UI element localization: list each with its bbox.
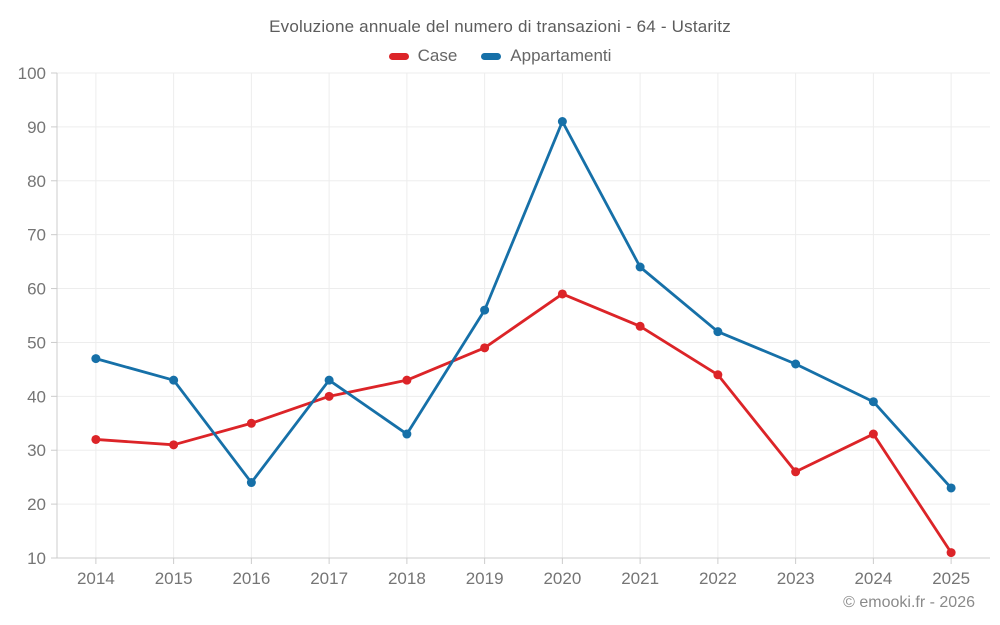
legend-item-appartamenti[interactable]: Appartamenti bbox=[481, 46, 611, 66]
chart-title: Evoluzione annuale del numero di transaz… bbox=[269, 17, 731, 36]
data-point-appartamenti bbox=[402, 429, 412, 439]
x-tick-label: 2015 bbox=[155, 569, 193, 588]
y-tick-label: 60 bbox=[27, 280, 46, 299]
data-point-case bbox=[791, 467, 801, 477]
x-tick-label: 2016 bbox=[232, 569, 270, 588]
data-point-appartamenti bbox=[946, 483, 956, 493]
x-tick-label: 2022 bbox=[699, 569, 737, 588]
x-tick-label: 2021 bbox=[621, 569, 659, 588]
x-tick-label: 2025 bbox=[932, 569, 970, 588]
data-point-case bbox=[946, 548, 956, 558]
y-tick-label: 30 bbox=[27, 441, 46, 460]
data-point-case bbox=[402, 375, 412, 385]
footer-credit: © emooki.fr - 2026 bbox=[843, 594, 975, 611]
y-tick-label: 70 bbox=[27, 226, 46, 245]
series-line-case bbox=[94, 292, 953, 555]
data-point-case bbox=[557, 289, 567, 299]
data-point-appartamenti bbox=[713, 327, 723, 337]
data-point-appartamenti bbox=[480, 305, 490, 315]
y-tick-label: 50 bbox=[27, 333, 46, 352]
y-tick-label: 40 bbox=[27, 387, 46, 406]
data-point-appartamenti bbox=[868, 397, 878, 407]
y-tick-label: 10 bbox=[27, 549, 46, 568]
data-point-case bbox=[246, 418, 256, 428]
y-tick-label: 80 bbox=[27, 172, 46, 191]
x-tick-label: 2019 bbox=[466, 569, 504, 588]
data-point-case bbox=[324, 391, 334, 401]
x-tick-label: 2017 bbox=[310, 569, 348, 588]
data-point-case bbox=[868, 429, 878, 439]
legend-label-appartamenti: Appartamenti bbox=[510, 46, 612, 65]
legend-item-case[interactable]: Case bbox=[388, 46, 458, 66]
data-point-case bbox=[713, 370, 723, 380]
data-point-appartamenti bbox=[246, 478, 256, 488]
chart-legend: Case Appartamenti bbox=[0, 46, 1000, 66]
data-point-appartamenti bbox=[791, 359, 801, 369]
x-tick-label: 2024 bbox=[854, 569, 892, 588]
y-tick-label: 20 bbox=[27, 495, 46, 514]
data-point-case bbox=[169, 440, 179, 450]
data-point-appartamenti bbox=[91, 354, 101, 364]
x-tick-label: 2023 bbox=[777, 569, 815, 588]
data-point-appartamenti bbox=[557, 117, 567, 126]
y-tick-label: 90 bbox=[27, 118, 46, 137]
x-tick-label: 2018 bbox=[388, 569, 426, 588]
data-point-case bbox=[635, 321, 645, 331]
legend-swatch-appartamenti-icon bbox=[481, 52, 502, 60]
data-point-appartamenti bbox=[169, 375, 179, 385]
x-tick-label: 2020 bbox=[543, 569, 581, 588]
y-tick-label: 100 bbox=[18, 64, 46, 83]
data-point-case bbox=[480, 343, 490, 353]
legend-label-case: Case bbox=[417, 46, 458, 65]
series-line-appartamenti bbox=[94, 120, 953, 490]
data-point-case bbox=[91, 434, 101, 444]
data-point-appartamenti bbox=[635, 262, 645, 272]
data-point-appartamenti bbox=[324, 375, 334, 385]
legend-swatch-case-icon bbox=[388, 52, 409, 60]
x-tick-label: 2014 bbox=[77, 569, 115, 588]
